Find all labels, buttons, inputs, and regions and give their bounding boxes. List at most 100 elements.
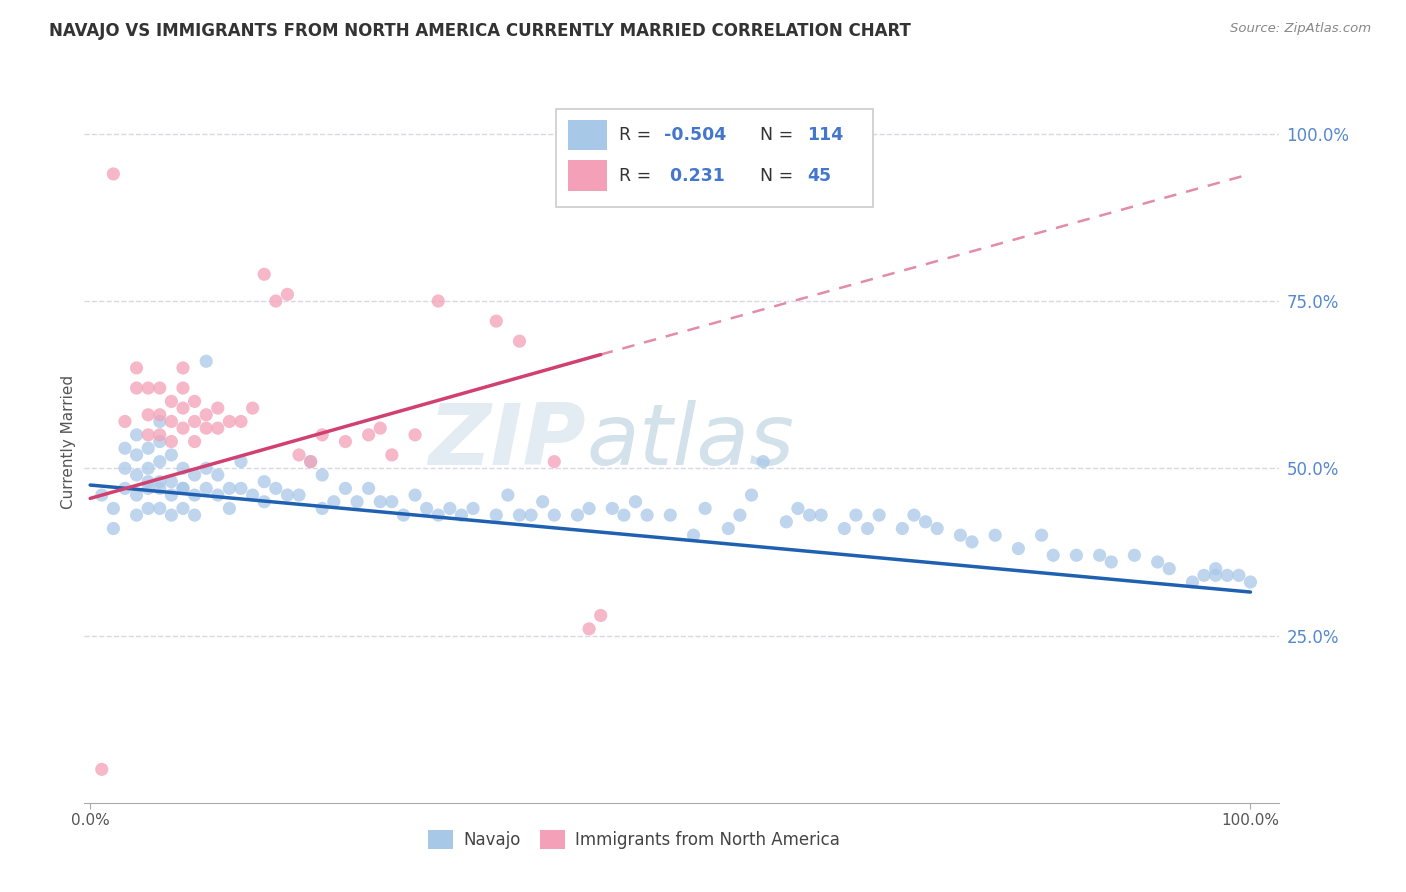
Point (242, 488, 264, 502)
Point (636, 508, 658, 523)
Point (346, 494, 368, 508)
Point (682, 528, 704, 542)
Point (218, 501, 240, 516)
Point (787, 501, 810, 516)
Point (543, 455, 565, 469)
Point (288, 488, 311, 502)
Point (775, 515, 797, 529)
Text: Source: ZipAtlas.com: Source: ZipAtlas.com (1230, 22, 1371, 36)
Point (125, 488, 148, 502)
FancyBboxPatch shape (568, 161, 606, 191)
Point (276, 287, 298, 301)
Point (195, 482, 218, 496)
Point (160, 488, 183, 502)
Point (1007, 541, 1029, 556)
Point (1205, 562, 1227, 576)
Point (461, 501, 484, 516)
Point (659, 508, 682, 523)
Point (114, 442, 136, 455)
Point (868, 508, 890, 523)
Point (103, 167, 125, 181)
Point (136, 501, 159, 516)
Point (195, 354, 218, 368)
Point (357, 482, 380, 496)
Point (508, 508, 530, 523)
Point (834, 521, 856, 535)
Point (1205, 568, 1227, 582)
Point (508, 334, 530, 349)
Point (543, 508, 565, 523)
Point (103, 501, 125, 516)
Point (914, 515, 936, 529)
Point (218, 414, 240, 429)
Point (578, 501, 600, 516)
Point (149, 434, 172, 449)
Text: N =: N = (759, 167, 799, 185)
Point (311, 501, 333, 516)
Point (207, 401, 229, 416)
Point (984, 528, 1007, 542)
Text: NAVAJO VS IMMIGRANTS FROM NORTH AMERICA CURRENTLY MARRIED CORRELATION CHART: NAVAJO VS IMMIGRANTS FROM NORTH AMERICA … (49, 22, 911, 40)
Point (149, 455, 172, 469)
Point (368, 494, 391, 508)
Point (357, 427, 380, 442)
Point (172, 482, 194, 496)
Point (160, 475, 183, 489)
Point (415, 501, 437, 516)
Point (288, 448, 311, 462)
Point (149, 381, 172, 395)
Point (195, 461, 218, 475)
Point (183, 508, 205, 523)
Point (717, 521, 740, 535)
Point (229, 482, 252, 496)
Point (1099, 555, 1122, 569)
Point (299, 455, 322, 469)
Point (276, 488, 298, 502)
Point (567, 508, 589, 523)
Point (752, 455, 775, 469)
Point (311, 467, 333, 482)
Point (485, 508, 508, 523)
Point (207, 421, 229, 435)
Point (1159, 562, 1181, 576)
Point (183, 434, 205, 449)
Point (856, 521, 879, 535)
Point (183, 467, 205, 482)
Point (485, 314, 508, 328)
Point (125, 381, 148, 395)
Point (600, 501, 623, 516)
Point (195, 408, 218, 422)
FancyBboxPatch shape (568, 120, 606, 151)
Point (1239, 575, 1261, 590)
Point (149, 482, 172, 496)
Point (891, 521, 914, 535)
Point (335, 482, 357, 496)
Point (125, 508, 148, 523)
Text: 0.231: 0.231 (664, 167, 725, 185)
Point (149, 408, 172, 422)
Point (1031, 528, 1053, 542)
Point (450, 508, 472, 523)
Text: atlas: atlas (586, 400, 794, 483)
Point (1192, 568, 1215, 582)
Point (136, 381, 159, 395)
Point (589, 608, 612, 623)
Point (1088, 548, 1111, 563)
Point (531, 494, 554, 508)
Point (799, 508, 821, 523)
Point (728, 508, 751, 523)
Point (136, 427, 159, 442)
Point (253, 494, 276, 508)
Point (218, 482, 240, 496)
Point (242, 401, 264, 416)
Point (322, 494, 344, 508)
Point (136, 461, 159, 475)
Point (520, 508, 543, 523)
Point (253, 268, 276, 282)
Point (160, 434, 183, 449)
Point (427, 508, 450, 523)
Point (90, 488, 112, 502)
Point (172, 421, 194, 435)
Point (160, 508, 183, 523)
Point (1066, 548, 1088, 563)
